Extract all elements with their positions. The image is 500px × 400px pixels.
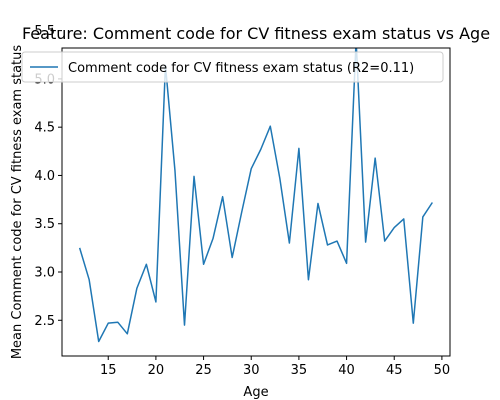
x-tick-label: 45 (386, 363, 403, 378)
y-tick-label: 2.5 (34, 314, 55, 329)
x-tick-label: 15 (100, 363, 117, 378)
y-tick-label: 5.5 (34, 24, 55, 39)
x-tick-label: 20 (148, 363, 165, 378)
x-tick-label: 35 (291, 363, 308, 378)
legend-label: Comment code for CV fitness exam status … (68, 61, 414, 76)
x-axis: 15 20 25 30 35 40 45 50 (100, 356, 450, 378)
series-line (78, 48, 433, 343)
y-axis-label: Mean Comment code for CV fitness exam st… (10, 45, 25, 360)
chart-title: Feature: Comment code for CV fitness exa… (22, 24, 490, 43)
x-tick-label: 50 (434, 363, 451, 378)
y-tick-label: 4.0 (34, 169, 55, 184)
y-tick-label: 3.5 (34, 217, 55, 232)
x-tick-label: 30 (243, 363, 260, 378)
y-tick-label: 3.0 (34, 266, 55, 281)
plot-area (78, 48, 433, 343)
legend: Comment code for CV fitness exam status … (21, 51, 444, 83)
y-tick-label: 4.5 (34, 121, 55, 136)
x-tick-label: 40 (338, 363, 355, 378)
x-tick-label: 25 (195, 363, 212, 378)
x-axis-label: Age (243, 385, 268, 400)
plot-frame (61, 47, 451, 357)
legend-box (21, 51, 444, 83)
